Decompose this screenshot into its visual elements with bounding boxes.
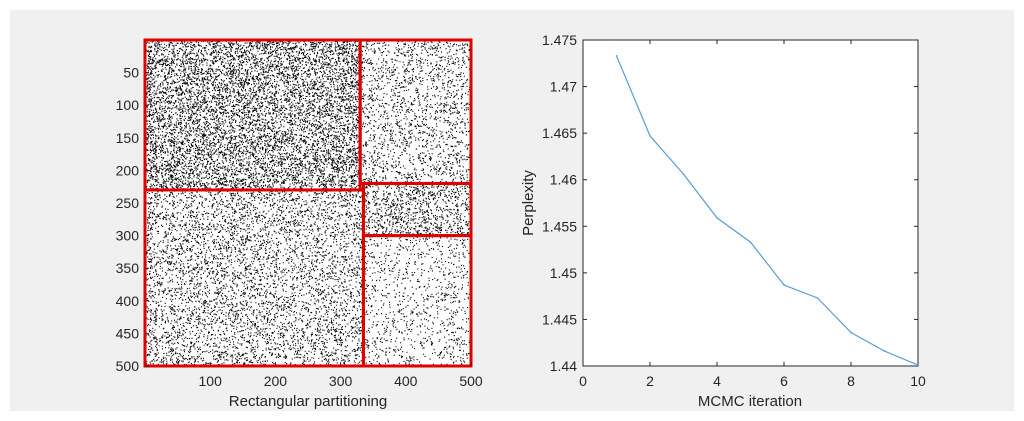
perplexity-point — [783, 284, 785, 286]
x-tick-label: 6 — [780, 373, 788, 389]
y-tick-label: 1.465 — [542, 125, 577, 141]
perplexity-point — [749, 241, 752, 243]
perplexity-point — [816, 297, 819, 299]
y-tick-label: 50 — [123, 65, 139, 81]
perplexity-plot: 0 2 4 6 8 10 1.44 1.445 1.45 1.455 1.46 1.465 1.47 1.… — [520, 32, 926, 410]
perplexity-point — [615, 55, 618, 57]
x-tick-label: 0 — [579, 373, 587, 389]
figure-window: 100 200 300 400 500 50 100 150 200 250 300 350 400 45… — [10, 10, 1014, 411]
perplexity-point — [917, 364, 919, 366]
y-tick-label: 1.46 — [550, 172, 577, 188]
matrix-dot-cloud — [145, 40, 473, 368]
y-tick-label: 100 — [116, 97, 140, 113]
perplexity-point — [716, 217, 718, 219]
figure-canvas: 100 200 300 400 5005010015020025030035040045… — [116, 32, 926, 410]
y-tick-label: 300 — [116, 228, 140, 244]
perplexity-plot-area — [582, 39, 919, 367]
y-tick-label: 1.475 — [542, 32, 577, 48]
y-tick-label: 1.455 — [542, 218, 577, 234]
perplexity-series-line — [615, 55, 919, 366]
x-tick-label: 200 — [264, 373, 288, 389]
y-tick-label: 1.445 — [542, 311, 577, 327]
perplexity-y-label: Perplexity — [520, 170, 537, 236]
y-tick-label: 250 — [116, 195, 140, 211]
perplexity-point — [682, 173, 685, 175]
y-tick-label: 1.47 — [550, 79, 577, 95]
y-tick-label: 1.45 — [550, 265, 577, 281]
perplexity-point — [850, 331, 852, 334]
perplexity-point — [649, 135, 651, 137]
partition-block-5 — [361, 234, 473, 368]
x-tick-label: 100 — [199, 373, 223, 389]
perplexity-point — [883, 350, 886, 352]
x-tick-label: 10 — [910, 373, 926, 389]
x-tick-label: 400 — [394, 373, 418, 389]
x-tick-label: 300 — [329, 373, 353, 389]
x-tick-label: 2 — [646, 373, 654, 389]
y-tick-label: 200 — [116, 162, 140, 178]
y-tick-label: 400 — [116, 293, 140, 309]
x-tick-label: 500 — [459, 373, 483, 389]
x-tick-label: 8 — [847, 373, 855, 389]
y-tick-label: 450 — [116, 325, 140, 341]
x-tick-label: 4 — [713, 373, 721, 389]
y-tick-label: 500 — [116, 358, 140, 374]
perplexity-axis-ticks: 0 2 4 6 8 10 1.44 1.445 1.45 1.455 1.46 1.465 1.47 1.… — [542, 32, 926, 389]
partition-plot: 100 200 300 400 500 50 100 150 200 250 300 350 400 45… — [116, 38, 483, 410]
matrix-dots — [145, 40, 473, 368]
partition-x-label: Rectangular partitioning — [229, 393, 387, 410]
y-tick-label: 150 — [116, 130, 140, 146]
y-tick-label: 1.44 — [550, 358, 577, 374]
y-tick-label: 350 — [116, 260, 140, 276]
perplexity-x-label: MCMC iteration — [698, 393, 802, 410]
partition-rectangles — [143, 38, 473, 368]
partition-axis-ticks: 100 200 300 400 500 50 100 150 200 250 300 350 400 45… — [116, 65, 483, 389]
